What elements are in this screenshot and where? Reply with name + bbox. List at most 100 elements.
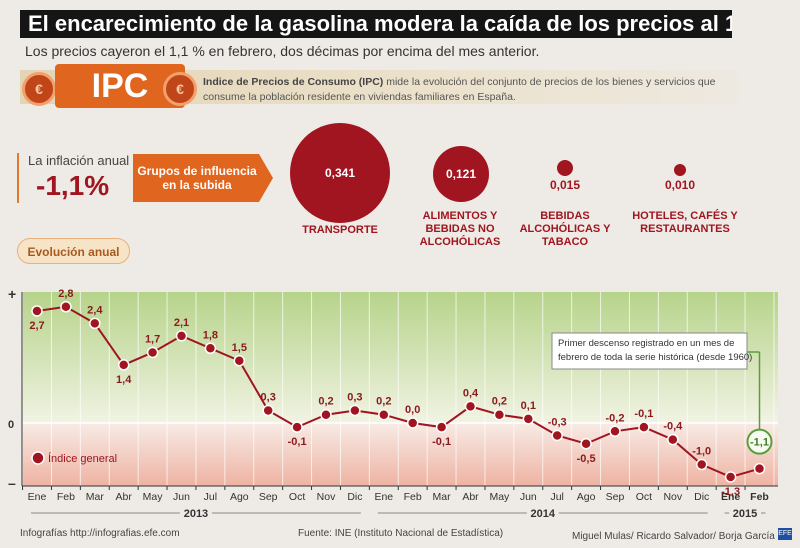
bubble-bebidas	[557, 160, 573, 176]
data-point	[580, 438, 592, 450]
x-tick-label: Mar	[433, 491, 452, 503]
data-point	[117, 359, 130, 371]
data-label: -1,0	[692, 446, 711, 458]
data-label: -0,5	[577, 453, 596, 465]
bubble-label-transporte: TRANSPORTE	[302, 224, 378, 236]
data-label: 2,8	[58, 288, 73, 300]
y-axis-mark: +	[8, 286, 16, 302]
year-label: 2014	[531, 508, 556, 520]
data-point	[753, 462, 766, 475]
x-tick-label: Nov	[663, 491, 682, 503]
x-tick-label: Jun	[173, 491, 190, 503]
x-tick-label: Feb	[750, 491, 769, 503]
last-value-label: -1,1	[750, 437, 769, 449]
groups-arrow: Grupos de influencia en la subida	[133, 154, 273, 202]
data-label: 0,0	[405, 404, 420, 416]
data-label: 1,8	[203, 329, 218, 341]
bubble-label-bebidas: BEBIDAS ALCOHÓLICAS Y TABACO	[519, 210, 611, 248]
data-point	[31, 305, 43, 317]
annotation-text: febrero de toda la serie histórica (desd…	[558, 352, 752, 363]
data-label: -0,1	[432, 436, 451, 448]
bubble-value-bebidas: 0,015	[549, 178, 581, 192]
data-label: -0,1	[288, 436, 307, 448]
year-label-bg	[729, 507, 762, 519]
inflation-value: -1,1%	[36, 170, 110, 201]
data-point	[233, 355, 246, 367]
legend-marker	[31, 451, 45, 465]
x-tick-label: Jun	[520, 491, 537, 503]
year-label-bg	[179, 507, 212, 519]
data-point	[638, 421, 650, 433]
data-label: 2,4	[87, 304, 103, 316]
bubble-label-alimentos: ALIMENTOS Y BEBIDAS NO ALCOHÓLICAS	[419, 210, 501, 248]
data-label: 2,7	[29, 320, 44, 332]
x-tick-label: Ene	[721, 491, 740, 503]
legend-label: Índice general	[48, 452, 117, 465]
inflation-accent-bar	[17, 153, 19, 203]
ipc-desc-rest: mide la evolución del conjunto de precio…	[203, 76, 716, 103]
data-point	[175, 330, 188, 342]
data-point	[320, 408, 332, 421]
data-point	[464, 400, 477, 413]
bubble-label-hoteles: HOTELES, CAFÉS Y RESTAURANTES	[632, 210, 738, 235]
ipc-description: Indice de Precios de Consumo (IPC) mide …	[203, 75, 723, 105]
x-tick-label: Mar	[86, 491, 105, 503]
data-point	[435, 421, 448, 433]
bubble-transporte: 0,341	[290, 123, 390, 223]
x-tick-label: Ago	[577, 491, 596, 503]
x-tick-label: May	[143, 491, 164, 503]
x-tick-label: Feb	[404, 491, 422, 503]
year-label: 2015	[733, 508, 757, 520]
data-label: -0,3	[548, 416, 567, 428]
year-label: 2013	[184, 508, 208, 520]
data-label: 0,2	[318, 396, 333, 408]
page-subtitle: Los precios cayeron el 1,1 % en febrero,…	[25, 43, 540, 59]
euro-coin-icon-right: €	[163, 72, 197, 106]
data-point	[204, 342, 217, 355]
data-point	[724, 471, 737, 483]
page-title: El encarecimiento de la gasolina modera …	[20, 10, 732, 38]
bubble-alimentos: 0,121	[433, 146, 489, 202]
data-point	[406, 417, 419, 429]
x-tick-label: Ene	[28, 491, 47, 503]
annotation-text: Primer descenso registrado en un mes de	[558, 338, 734, 349]
data-label: -0,1	[634, 408, 653, 420]
data-point	[667, 433, 679, 446]
data-label: 1,7	[145, 333, 160, 345]
data-label: 0,2	[492, 396, 507, 408]
data-point	[522, 413, 535, 425]
evolution-label: Evolución anual	[17, 238, 130, 264]
data-label: 0,3	[347, 392, 362, 404]
efe-logo: EFE	[778, 528, 792, 540]
data-point	[609, 425, 621, 438]
data-point	[60, 301, 72, 313]
year-label-bg	[526, 507, 559, 519]
data-point	[262, 404, 274, 417]
data-point	[89, 317, 101, 330]
footer-credits: Miguel Mulas/ Ricardo Salvador/ Borja Ga…	[572, 531, 775, 542]
data-label: -0,4	[663, 421, 683, 433]
data-point	[349, 404, 361, 417]
footer-left[interactable]: Infografías http://infografias.efe.com	[20, 528, 180, 539]
inflation-label: La inflación anual	[28, 153, 130, 168]
data-point	[493, 408, 506, 421]
data-label: -1,3	[721, 486, 740, 498]
data-label: 1,4	[116, 374, 132, 386]
x-tick-label: Nov	[317, 491, 336, 503]
data-point	[378, 408, 390, 421]
data-label: 0,4	[463, 387, 479, 399]
last-value-bubble	[746, 428, 773, 455]
y-axis-mark: –	[8, 475, 16, 491]
ipc-desc-bold: Indice de Precios de Consumo (IPC)	[203, 76, 384, 88]
x-tick-label: Sep	[259, 491, 278, 503]
footer-source: Fuente: INE (Instituto Nacional de Estad…	[298, 528, 504, 539]
data-point	[146, 346, 159, 359]
x-tick-label: May	[489, 491, 510, 503]
euro-coin-icon: €	[22, 72, 56, 106]
x-tick-label: Ago	[230, 491, 249, 503]
data-point	[551, 429, 563, 442]
x-tick-label: Jul	[204, 491, 217, 503]
data-point	[695, 458, 708, 471]
x-tick-label: Dic	[694, 491, 709, 503]
